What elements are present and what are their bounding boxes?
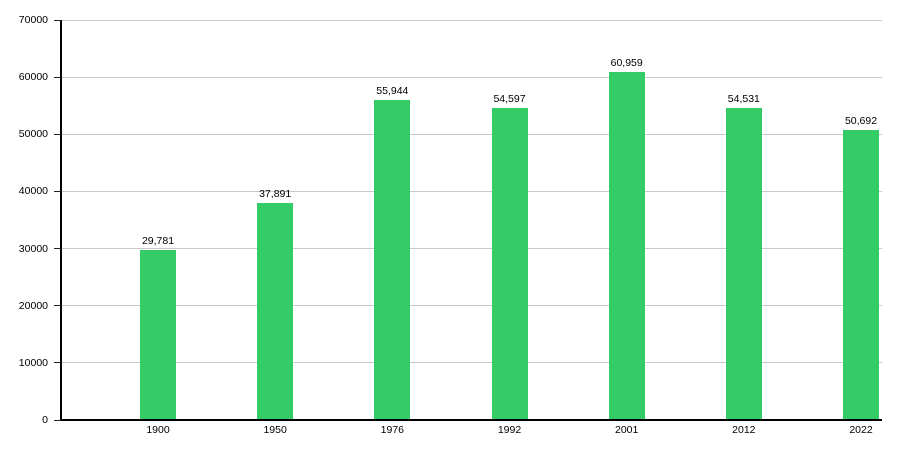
gridline xyxy=(62,133,882,135)
y-tick-label: 40000 xyxy=(18,185,48,198)
y-tick xyxy=(54,305,61,307)
y-tick-label: 10000 xyxy=(18,356,48,369)
y-tick xyxy=(54,76,61,78)
bar-value-label: 37,891 xyxy=(259,188,292,200)
y-axis xyxy=(60,20,62,421)
bar-value-label: 50,692 xyxy=(844,115,878,127)
y-tick xyxy=(54,19,61,21)
x-tick-label: 1950 xyxy=(263,424,287,436)
bar xyxy=(843,130,880,420)
x-tick-label: 1992 xyxy=(497,424,522,436)
gridline xyxy=(62,248,882,250)
bar xyxy=(140,250,176,420)
y-tick xyxy=(54,362,61,364)
y-tick-label: 30000 xyxy=(18,242,48,255)
bar-value-label: 54,597 xyxy=(493,93,526,105)
y-tick-label: 50000 xyxy=(18,128,48,141)
y-tick xyxy=(54,419,61,421)
bar-value-label: 55,944 xyxy=(376,85,409,97)
x-tick-label: 2012 xyxy=(732,424,756,436)
y-tick xyxy=(54,248,61,250)
x-tick-label: 2001 xyxy=(614,424,639,436)
y-tick-label: 70000 xyxy=(18,14,48,26)
gridline xyxy=(62,190,882,192)
y-tick-label: 0 xyxy=(42,414,48,426)
y-tick xyxy=(54,133,61,135)
y-tick-label: 20000 xyxy=(18,299,48,312)
bar xyxy=(608,72,645,420)
bar-value-label: 54,531 xyxy=(727,93,760,105)
bar xyxy=(374,100,411,420)
x-axis xyxy=(60,419,882,421)
gridline xyxy=(62,19,882,21)
x-tick-label: 1976 xyxy=(380,424,404,436)
bar-value-label: 60,959 xyxy=(610,57,643,69)
bar-value-label: 29,781 xyxy=(141,235,175,247)
gridline xyxy=(62,362,882,364)
bar xyxy=(257,203,294,420)
gridline xyxy=(62,76,882,78)
gridline xyxy=(62,305,882,307)
y-tick xyxy=(54,190,61,192)
plot-area: 29,781 37,891 55,944 54,597 60,959 54,531 50,6… xyxy=(62,19,882,420)
bar xyxy=(491,108,528,420)
x-tick-label: 2022 xyxy=(849,424,873,436)
bar xyxy=(725,108,762,420)
y-tick-label: 60000 xyxy=(18,71,48,84)
x-tick-label: 1900 xyxy=(146,424,170,436)
